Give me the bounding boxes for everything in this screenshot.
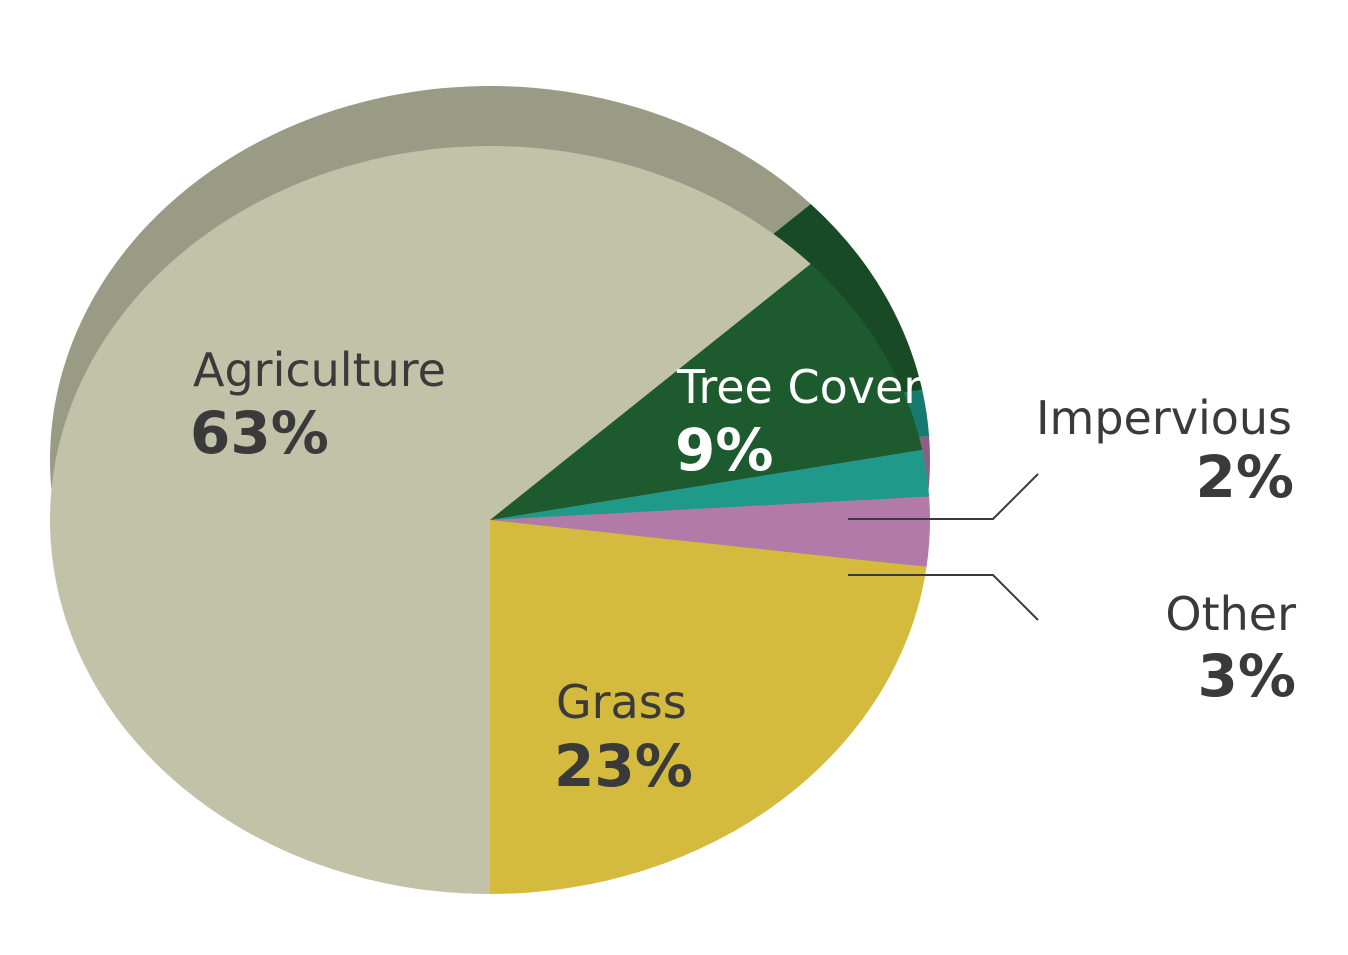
- leader-line-other: [848, 574, 1039, 621]
- label-agriculture-name: Agriculture: [193, 343, 446, 397]
- label-tree-cover-name: Tree Cover: [676, 360, 922, 414]
- leader-line-impervious: [848, 473, 1039, 520]
- label-grass-value: 23%: [554, 732, 693, 800]
- label-agriculture-value: 63%: [190, 399, 329, 467]
- leader-lines: [848, 473, 1039, 621]
- label-other-value: 3%: [1198, 642, 1296, 710]
- pie-slice-grass: [490, 520, 927, 895]
- label-grass-name: Grass: [556, 675, 687, 729]
- label-impervious-name: Impervious: [1036, 391, 1292, 445]
- pie-slice-impervious: [490, 449, 930, 520]
- label-tree-cover-value: 9%: [675, 416, 773, 484]
- label-impervious-value: 2%: [1196, 443, 1294, 511]
- pie-slice-other: [490, 496, 930, 567]
- pie-slices: [50, 146, 930, 895]
- pie-slice-tree-cover: [490, 263, 923, 520]
- pie-slice-agriculture: [50, 146, 811, 895]
- label-other-name: Other: [1165, 587, 1296, 641]
